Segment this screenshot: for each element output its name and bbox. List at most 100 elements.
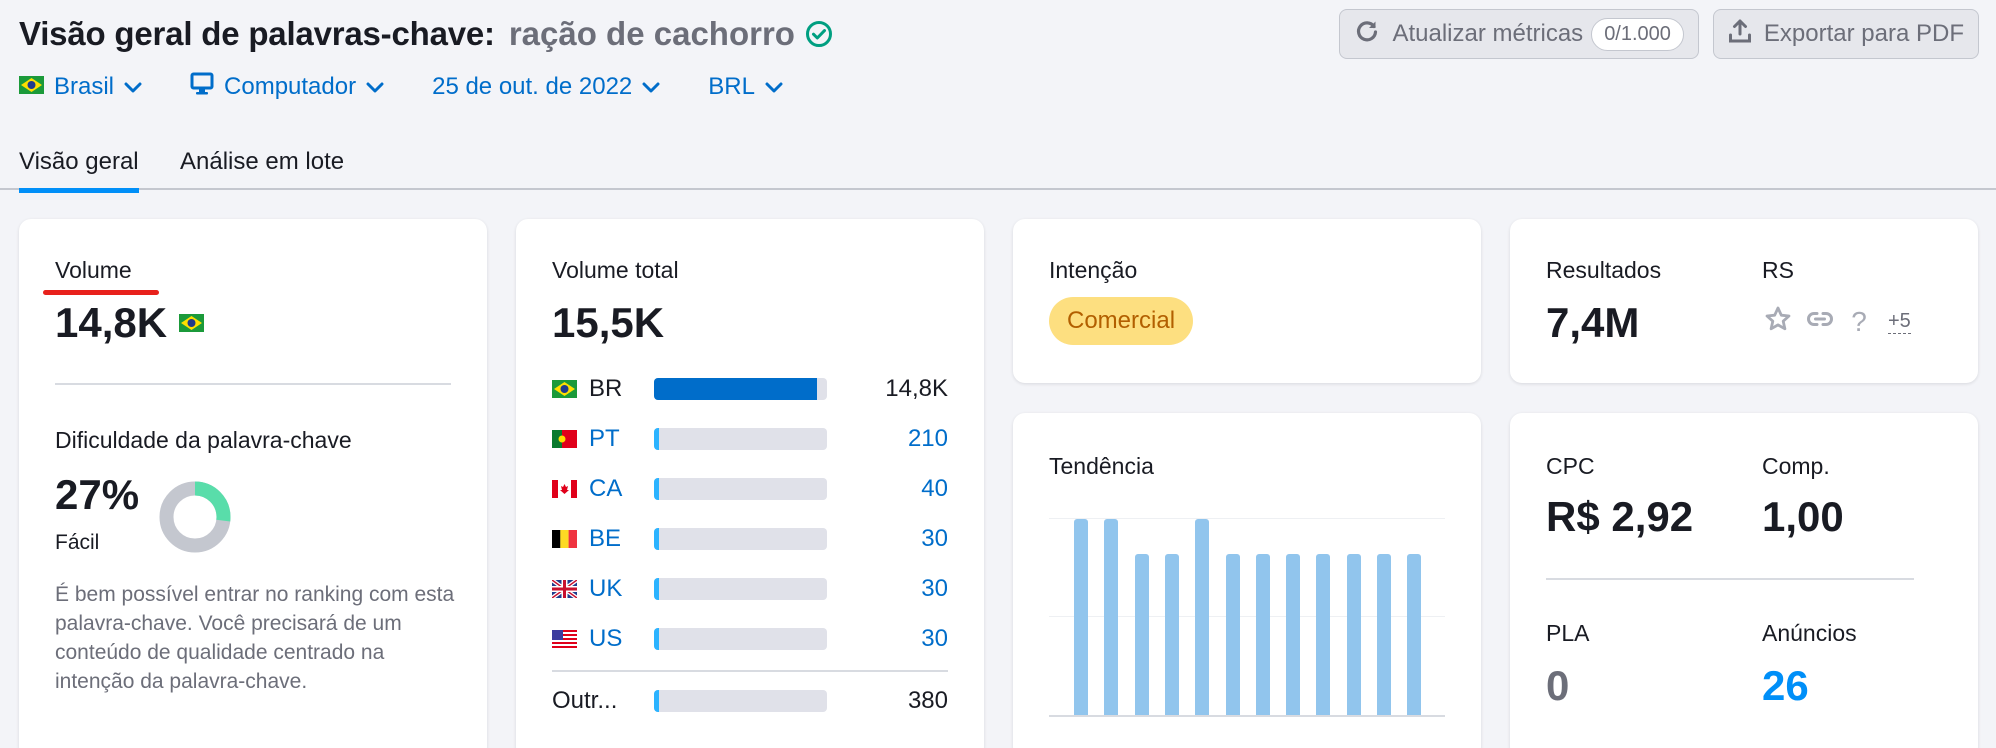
volume-label: Volume [55, 257, 132, 283]
volume-bar-fill [654, 478, 660, 500]
intent-badge[interactable]: Comercial [1049, 297, 1194, 345]
trend-bar[interactable] [1074, 519, 1088, 715]
country-volume-link[interactable]: 30 [921, 625, 948, 652]
country-row-uk[interactable]: UK 30 [550, 569, 948, 609]
export-pdf-button[interactable]: Exportar para PDF [1712, 9, 1979, 59]
global-volume-card: Volume total 15,5K BR 14,8K PT 210 CA 40… [516, 219, 984, 748]
intent-label: Intenção [1049, 257, 1138, 283]
refresh-icon [1354, 18, 1392, 51]
tab-overview[interactable]: Visão geral [19, 148, 139, 193]
device-filter[interactable]: Computador [190, 72, 384, 103]
annotation-underline [43, 290, 159, 295]
trend-label: Tendência [1049, 453, 1154, 479]
filters-bar: Brasil Computador 25 de out. de 2022 BRL [19, 70, 1996, 104]
country-row-be[interactable]: BE 30 [552, 519, 948, 559]
refresh-count-badge: 0/1.000 [1591, 17, 1684, 51]
chart-axis [1049, 715, 1445, 717]
chevron-down-icon [642, 73, 660, 101]
trend-bar[interactable] [1195, 519, 1210, 715]
country-volume: 14,8K [885, 375, 948, 402]
volume-bar-fill [654, 428, 660, 450]
trend-bar[interactable] [1164, 554, 1179, 715]
date-filter[interactable]: 25 de out. de 2022 [432, 73, 660, 101]
chart-gridline [1049, 518, 1445, 519]
trend-card: Tendência [1013, 413, 1481, 748]
ads-label: Anúncios [1762, 620, 1857, 646]
country-volume-link[interactable]: 40 [921, 475, 948, 502]
trend-bar[interactable] [1407, 554, 1422, 715]
currency-filter-label: BRL [708, 73, 755, 100]
serp-more-link[interactable]: +5 [1888, 309, 1911, 334]
country-row-ca[interactable]: CA 40 [552, 469, 948, 509]
volume-bar [654, 528, 827, 550]
flag-br-icon [19, 73, 44, 101]
cpc-value: R$ 2,92 [1546, 493, 1694, 540]
pla-value: 0 [1546, 662, 1570, 709]
volume-bar-fill [654, 528, 660, 550]
volume-value-row: 14,8K [55, 299, 205, 347]
volume-bar [654, 478, 827, 500]
volume-bar [654, 690, 827, 712]
competition-value: 1,00 [1762, 493, 1844, 540]
country-row-us[interactable]: US 30 [552, 619, 948, 659]
date-filter-label: 25 de out. de 2022 [432, 73, 633, 100]
trend-bar[interactable] [1104, 519, 1119, 715]
country-code-link[interactable]: BE [589, 525, 622, 552]
kd-level: Fácil [55, 531, 100, 554]
tab-bulk-analysis[interactable]: Análise em lote [180, 148, 345, 175]
trend-bar-chart [1049, 517, 1445, 717]
volume-bar [654, 378, 827, 400]
country-volume-link[interactable]: 210 [907, 425, 948, 452]
volume-card: Volume 14,8K Dificuldade da palavra-chav… [19, 219, 487, 748]
country-divider [552, 670, 948, 672]
country-code-link[interactable]: US [589, 625, 623, 652]
flag-br-icon [179, 314, 205, 332]
question-icon[interactable]: ? [1851, 305, 1867, 337]
flag-pt-icon [552, 430, 577, 448]
kd-description: É bem possível entrar no ranking com est… [55, 583, 455, 693]
trend-bar[interactable] [1377, 554, 1391, 715]
header-actions: Atualizar métricas 0/1.000 Exportar para… [1339, 9, 1979, 59]
results-value: 7,4M [1546, 299, 1640, 346]
country-code-link[interactable]: UK [589, 575, 623, 602]
flag-be-icon [552, 530, 577, 548]
trend-bar[interactable] [1316, 554, 1331, 715]
country-row-other: Outr... 380 [552, 681, 948, 721]
trend-bar[interactable] [1255, 554, 1270, 715]
database-filter-label: Brasil [54, 73, 115, 100]
country-code-link[interactable]: PT [589, 425, 620, 452]
chevron-down-icon [765, 73, 783, 101]
intent-badge-wrapper: Comercial [1049, 297, 1194, 345]
country-volume-link[interactable]: 30 [921, 525, 948, 552]
card-divider [1546, 578, 1914, 580]
flag-ca-icon [552, 480, 577, 498]
trend-bar[interactable] [1346, 554, 1361, 715]
volume-bar [654, 428, 827, 450]
trend-bar[interactable] [1225, 554, 1240, 715]
volume-value: 14,8K [55, 299, 168, 346]
trend-bar[interactable] [1286, 554, 1301, 715]
link-icon[interactable] [1806, 305, 1834, 338]
chart-gridline [1049, 616, 1445, 617]
tabs-bar: Visão geral Análise em lote [0, 136, 1996, 193]
check-circle-icon [805, 20, 833, 48]
country-volume-link[interactable]: 30 [921, 575, 948, 602]
page-title: Visão geral de palavras-chave: [19, 15, 495, 52]
kd-donut-chart [157, 479, 233, 560]
star-icon[interactable] [1764, 305, 1792, 338]
country-row-pt[interactable]: PT 210 [552, 419, 948, 459]
volume-bar-fill [654, 378, 817, 400]
chevron-down-icon [124, 73, 142, 101]
database-filter[interactable]: Brasil [19, 73, 142, 101]
chevron-down-icon [366, 73, 384, 101]
refresh-metrics-button[interactable]: Atualizar métricas 0/1.000 [1339, 9, 1699, 59]
refresh-label: Atualizar métricas [1392, 20, 1584, 47]
card-divider [55, 383, 451, 385]
results-label: Resultados [1546, 257, 1662, 283]
page-header: Visão geral de palavras-chave: ração de … [19, 9, 1996, 104]
export-label: Exportar para PDF [1763, 20, 1964, 47]
currency-filter[interactable]: BRL [708, 73, 783, 101]
trend-bar[interactable] [1134, 554, 1149, 715]
ads-value[interactable]: 26 [1762, 662, 1809, 709]
country-code-link[interactable]: CA [589, 475, 623, 502]
